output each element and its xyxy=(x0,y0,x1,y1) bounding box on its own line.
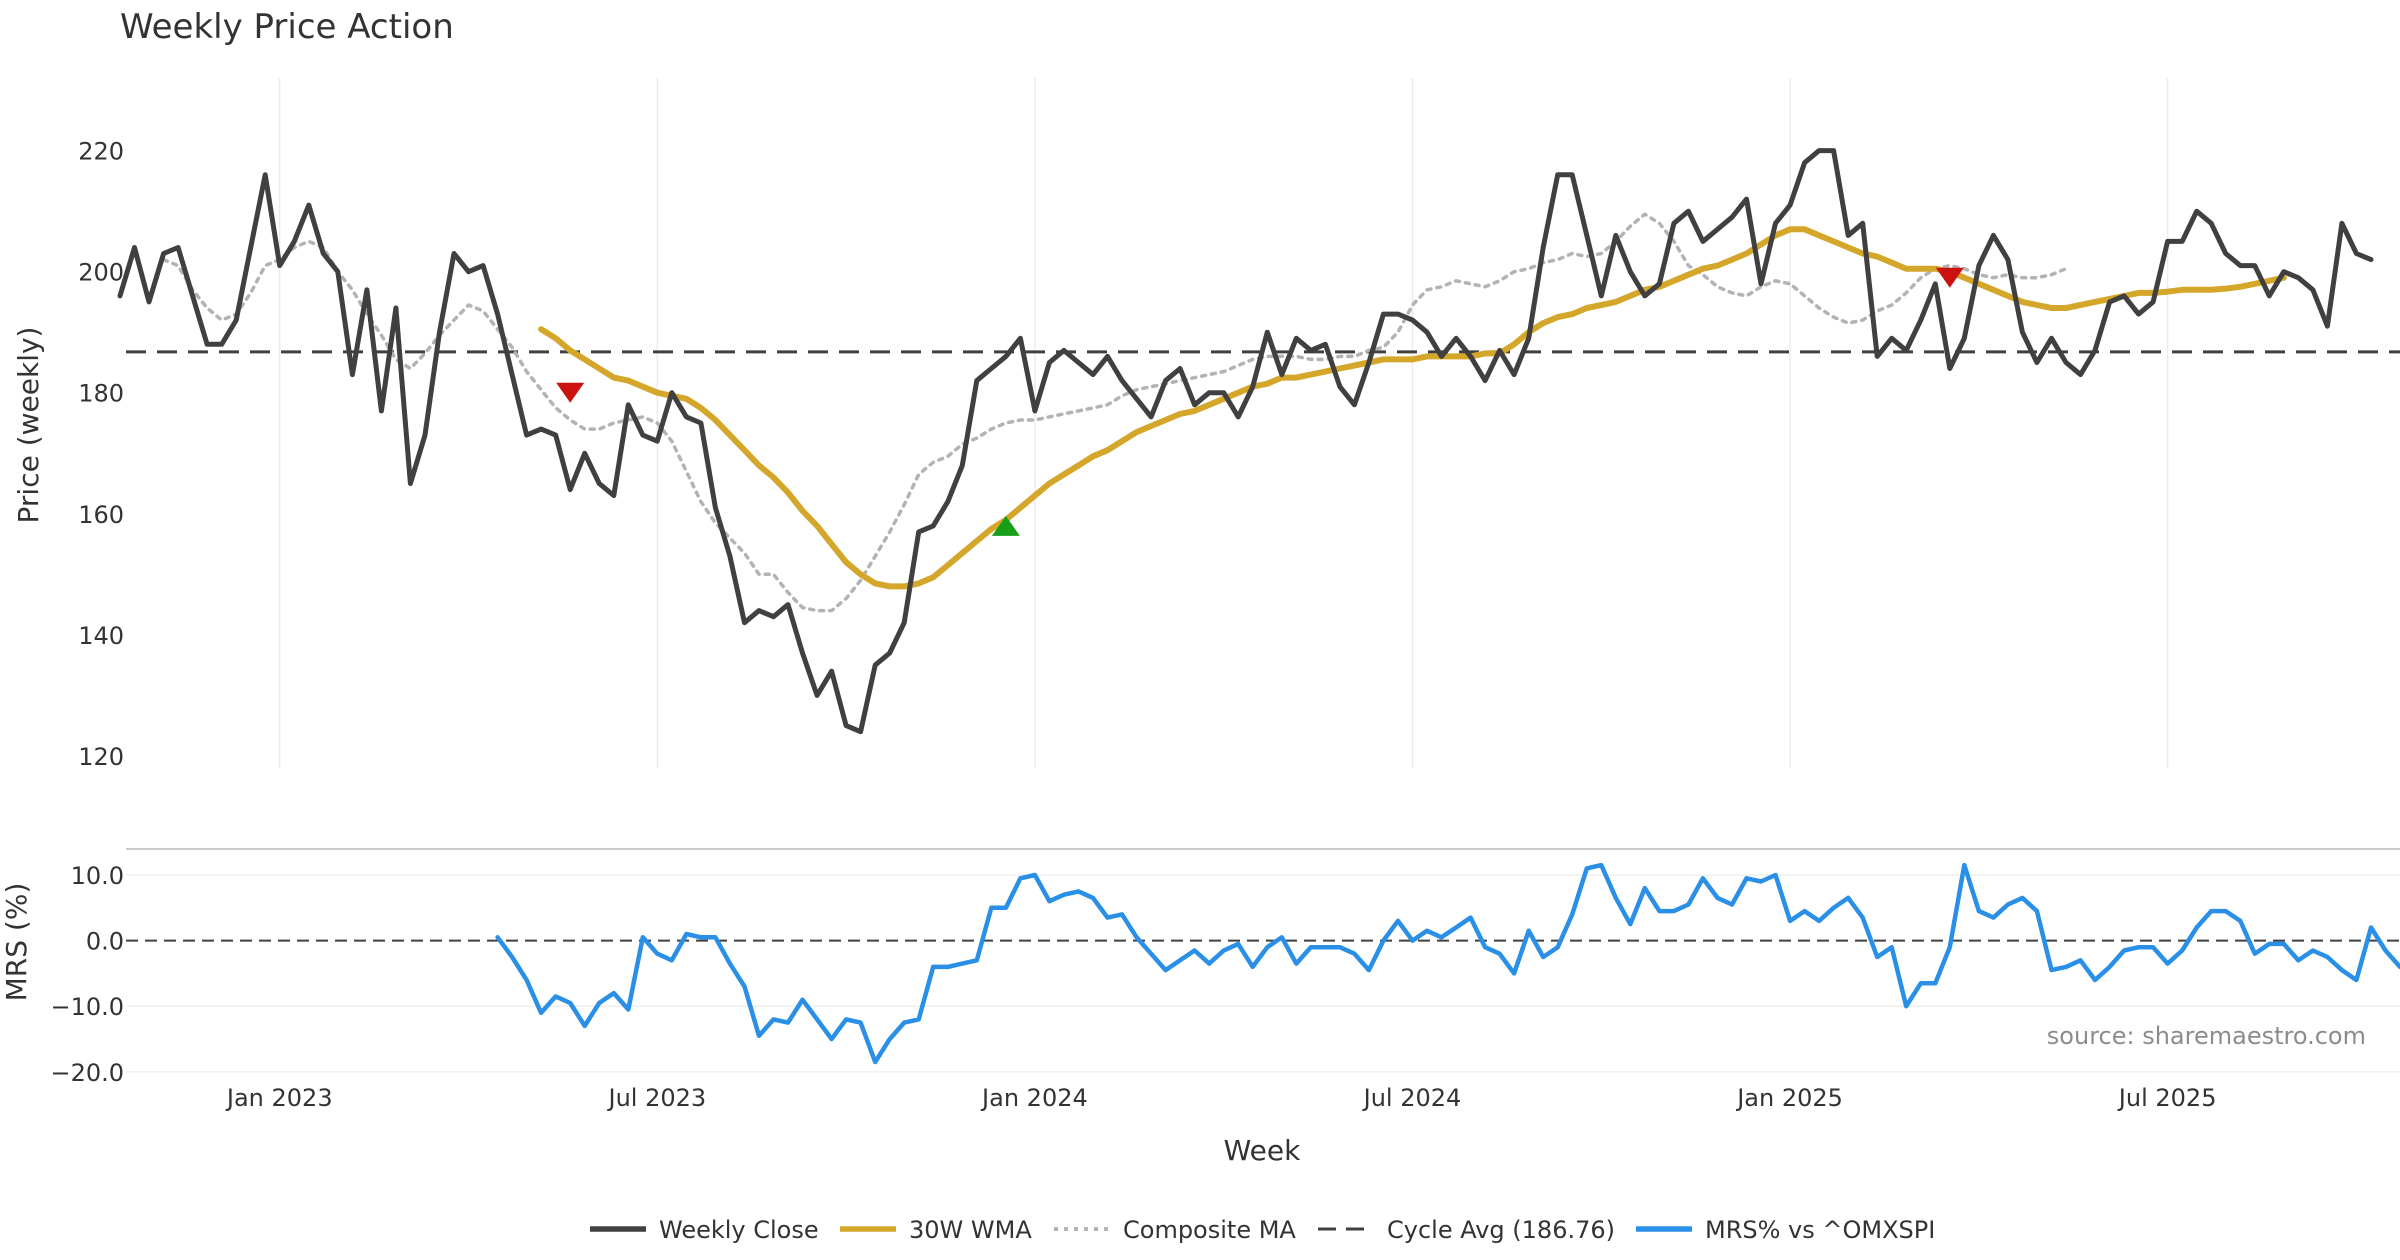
x-axis-label: Week xyxy=(1224,1134,1301,1167)
mrs-y-tick-label: 0.0 xyxy=(86,928,124,956)
mrs-axis-label: MRS (%) xyxy=(0,883,33,1002)
mrs-line xyxy=(495,862,2400,1065)
legend-entry-cycle-avg: Cycle Avg (186.76) xyxy=(1318,1216,1615,1244)
x-tick-label: Jan 2025 xyxy=(1735,1084,1843,1112)
mrs-y-tick-label: −10.0 xyxy=(50,993,124,1021)
weekly-close-line xyxy=(117,148,2374,735)
mrs-y-tick-label: 10.0 xyxy=(71,862,124,890)
legend-label-mrs: MRS% vs ^OMXSPI xyxy=(1705,1216,1935,1244)
x-tick-label: Jan 2024 xyxy=(980,1084,1088,1112)
legend-entry-composite-ma: Composite MA xyxy=(1054,1216,1296,1244)
series xyxy=(117,148,2400,1065)
legend-label-weekly-close: Weekly Close xyxy=(659,1216,819,1244)
legend-entry-mrs: MRS% vs ^OMXSPI xyxy=(1636,1216,1935,1244)
source-note: source: sharemaestro.com xyxy=(2047,1022,2366,1050)
signal-markers xyxy=(556,267,1964,536)
sell-signal-marker xyxy=(556,382,585,403)
mrs-y-tick-label: −20.0 xyxy=(50,1059,124,1087)
legend-label-30w-wma: 30W WMA xyxy=(909,1216,1032,1244)
chart-title: Weekly Price Action xyxy=(120,7,454,47)
x-tick-label: Jul 2024 xyxy=(1362,1084,1462,1112)
price-y-tick-label: 160 xyxy=(78,501,124,529)
reference-lines xyxy=(126,350,2400,942)
legend-label-composite-ma: Composite MA xyxy=(1123,1216,1296,1244)
x-tick-label: Jan 2023 xyxy=(225,1084,333,1112)
price-y-tick-label: 180 xyxy=(78,380,124,408)
legend-entry-weekly-close: Weekly Close xyxy=(590,1216,819,1244)
price-axis-label: Price (weekly) xyxy=(12,327,45,524)
price-y-tick-label: 120 xyxy=(78,743,124,771)
legend-entry-30w-wma: 30W WMA xyxy=(840,1216,1032,1244)
x-tick-label: Jul 2025 xyxy=(2117,1084,2217,1112)
composite-ma-line xyxy=(161,212,2068,613)
y-ticks: 120 140 160 180 200 220 10.0 0.0 −10.0 −20.0 xyxy=(50,138,124,1087)
x-tick-label: Jul 2023 xyxy=(606,1084,706,1112)
legend-label-cycle-avg: Cycle Avg (186.76) xyxy=(1387,1216,1615,1244)
x-ticks: Jan 2023 Jul 2023 Jan 2024 Jul 2024 Jan 2025… xyxy=(225,1084,2217,1112)
sell-signal-marker xyxy=(1935,267,1964,288)
legend: Weekly Close 30W WMA Composite MA Cycle … xyxy=(590,1216,1935,1244)
price-y-tick-label: 140 xyxy=(78,622,124,650)
gridlines xyxy=(126,78,2400,1073)
buy-signal-marker xyxy=(991,515,1020,536)
price-y-tick-label: 220 xyxy=(78,138,124,166)
price-y-tick-label: 200 xyxy=(78,259,124,287)
wma-30w-line xyxy=(538,226,2287,590)
